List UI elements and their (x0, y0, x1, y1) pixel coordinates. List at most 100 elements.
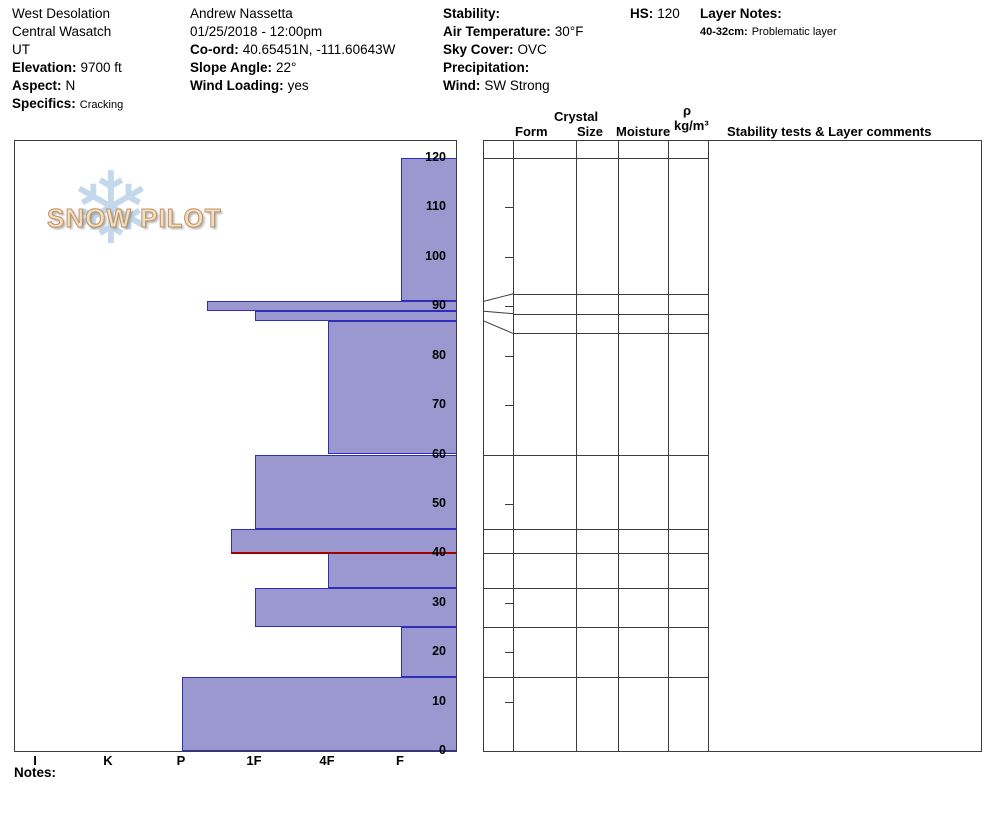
depth-tick-label: 100 (425, 248, 446, 263)
snow-layer-bar (207, 301, 456, 312)
depth-tick (505, 602, 513, 604)
size-column-header: Size (577, 124, 604, 139)
hardness-axis: I K P 1F 4F F (14, 753, 455, 771)
depth-tick-label: 50 (432, 495, 446, 510)
snow-layer-bar (328, 553, 456, 588)
layer-boundary-line (513, 313, 708, 315)
depth-tick-label: 30 (432, 594, 446, 609)
problem-interface-line (231, 552, 456, 555)
sky-cover-label: Sky Cover: (443, 42, 514, 57)
snowflake-icon: ❄ (69, 153, 153, 265)
depth-tick (505, 553, 513, 555)
aspect-value: N (65, 78, 76, 93)
depth-tick (505, 405, 513, 407)
snow-layer-bar (255, 587, 456, 628)
moisture-column-header: Moisture (616, 124, 671, 139)
elevation-label: Elevation: (12, 60, 77, 75)
layer-note-text: Problematic layer (751, 26, 837, 38)
crystal-column-header: Crystal (554, 109, 599, 124)
depth-tick-label: 90 (432, 298, 446, 313)
depth-tick (505, 306, 513, 308)
depth-tick-label: 20 (432, 644, 446, 659)
depth-tick (505, 256, 513, 258)
layer-detail-panel (483, 140, 982, 752)
hardness-tick-label: P (176, 753, 186, 768)
layer-boundary-line (513, 293, 708, 295)
snow-layer-bar (401, 158, 456, 302)
depth-tick-label: 120 (425, 150, 446, 164)
hardness-tick-label: I (33, 753, 37, 768)
layer-notes-block: Layer Notes: 40-32cm: Problematic layer (700, 5, 837, 41)
column-divider-form-size (576, 141, 577, 751)
hs-label: HS: (630, 6, 654, 21)
snow-layer-bar (182, 676, 456, 751)
wind-loading-label: Wind Loading: (190, 78, 284, 93)
column-divider-size-moisture (618, 141, 619, 751)
slope-angle-label: Slope Angle: (190, 60, 273, 75)
snow-layer-bar (401, 627, 456, 677)
wind-label: Wind: (443, 78, 481, 93)
layer-boundary-line (484, 158, 708, 159)
sky-cover-value: OVC (517, 42, 547, 57)
layer-boundary-line (484, 627, 708, 629)
observation-datetime: 01/25/2018 - 12:00pm (190, 24, 323, 39)
depth-tick-label: 40 (432, 545, 446, 560)
hardness-profile-plot: ❄ SNOW PILOT 0 10 20 30 40 50 60 70 80 90 100 110 12… (14, 140, 457, 757)
stability-label: Stability: (443, 6, 501, 21)
depth-tick (505, 652, 513, 654)
site-state: UT (12, 42, 30, 57)
precipitation-label: Precipitation: (443, 60, 530, 75)
column-divider-depth-form (513, 141, 514, 751)
depth-tick-label: 70 (432, 397, 446, 412)
notes-label: Notes: (14, 765, 57, 780)
snow-layer-bar (328, 321, 456, 455)
column-divider-moisture-density (668, 141, 669, 751)
depth-tick-label: 0 (439, 743, 446, 757)
layer-boundary-line (484, 676, 708, 678)
column-divider-density-comments (708, 141, 709, 751)
slope-angle-value: 22° (276, 60, 297, 75)
specifics-value: Cracking (79, 99, 124, 111)
layer-boundary-line (484, 587, 708, 589)
layer-note-item: 40-32cm: Problematic layer (700, 23, 837, 41)
air-temp-value: 30°F (554, 24, 584, 39)
hs-block: HS: 120 (630, 5, 680, 23)
hardness-tick-label: 4F (319, 753, 335, 768)
site-info-block: West Desolation Central Wasatch UT Eleva… (12, 5, 123, 114)
coord-label: Co-ord: (190, 42, 239, 57)
layer-boundary-line (513, 333, 708, 335)
depth-tick-label: 110 (425, 199, 446, 214)
site-name: West Desolation (12, 6, 111, 21)
hs-value: 120 (657, 6, 680, 21)
coord-value: 40.65451N, -111.60643W (242, 42, 396, 57)
depth-tick (505, 454, 513, 456)
wind-value: SW Strong (484, 78, 550, 93)
aspect-label: Aspect: (12, 78, 62, 93)
snow-layer-bar (231, 528, 456, 554)
form-column-header: Form (515, 124, 548, 139)
site-range: Central Wasatch (12, 24, 112, 39)
layer-boundary-line (484, 553, 708, 555)
snow-layer-bar (255, 311, 456, 322)
depth-tick-label: 60 (432, 446, 446, 461)
layer-boundary-line (484, 528, 708, 530)
depth-tick (505, 701, 513, 703)
density-unit-header: kg/m³ (674, 118, 709, 133)
air-temp-label: Air Temperature: (443, 24, 551, 39)
observer-name: Andrew Nassetta (190, 6, 293, 21)
snow-layer-bar (255, 454, 456, 529)
hardness-tick-label: K (103, 753, 113, 768)
elevation-value: 9700 ft (80, 60, 122, 75)
specifics-label: Specifics: (12, 96, 76, 111)
wind-loading-value: yes (287, 78, 309, 93)
comments-column-header: Stability tests & Layer comments (727, 124, 932, 139)
thin-layer-connectors (484, 293, 514, 334)
snowpilot-logo-text: SNOW PILOT (47, 203, 222, 234)
depth-tick (505, 207, 513, 209)
weather-info-block: Stability: Air Temperature: 30°F Sky Cove… (443, 5, 583, 95)
depth-tick (505, 355, 513, 357)
hardness-tick-label: 1F (246, 753, 262, 768)
density-symbol-header: ρ (683, 103, 692, 118)
layer-boundary-line (484, 454, 708, 456)
